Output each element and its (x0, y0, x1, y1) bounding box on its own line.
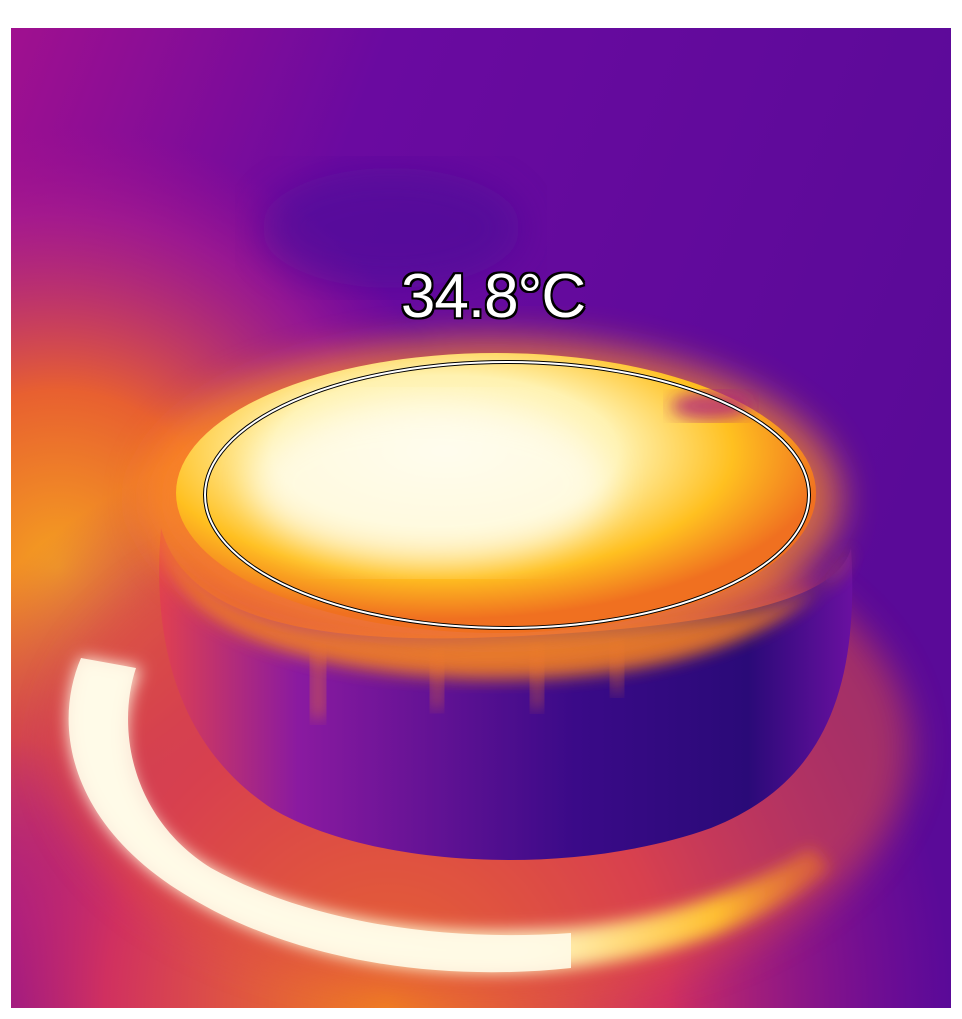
thermal-scene (11, 28, 951, 1008)
temperature-readout: 34.8°C (400, 262, 586, 331)
thermal-image (11, 28, 951, 1008)
measurement-ellipse[interactable] (11, 28, 951, 1008)
